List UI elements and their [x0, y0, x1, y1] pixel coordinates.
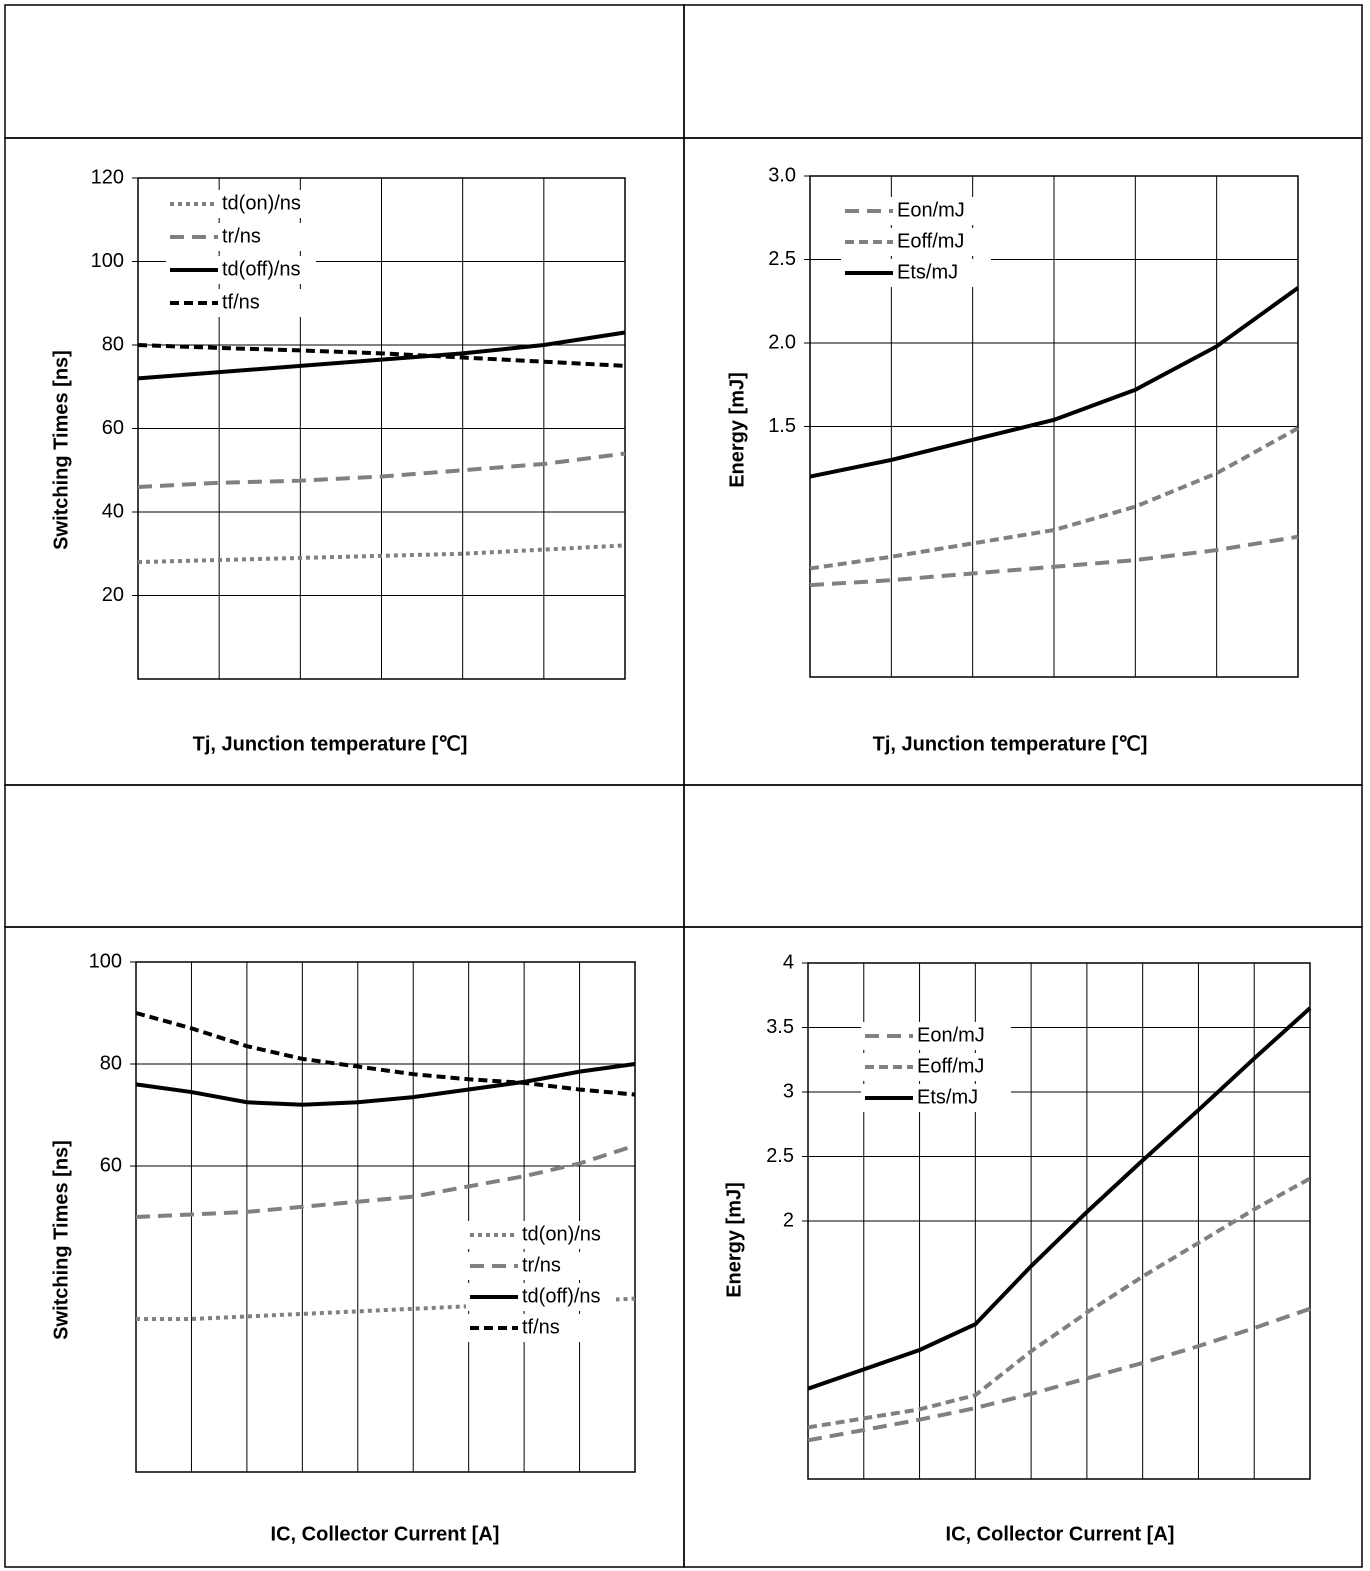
legend-label: tr/ns — [522, 1254, 561, 1276]
legend-label: tf/ns — [222, 291, 260, 313]
y-axis-label: Switching Times [ns] — [50, 1140, 72, 1340]
y-axis-label: Energy [mJ] — [726, 372, 748, 488]
x-axis-label: Tj, Junction temperature [℃] — [873, 733, 1148, 755]
y-tick-label: 2 — [783, 1209, 794, 1231]
x-axis-label: Tj, Junction temperature [℃] — [193, 733, 468, 755]
y-axis-label: Energy [mJ] — [723, 1182, 745, 1298]
y-tick-label: 4 — [783, 951, 794, 973]
legend-label: td(off)/ns — [222, 258, 301, 280]
y-tick-label: 2.5 — [768, 248, 796, 270]
y-tick-label: 3 — [783, 1080, 794, 1102]
legend-label: td(off)/ns — [522, 1285, 601, 1307]
y-tick-label: 3.0 — [768, 164, 796, 186]
x-axis-label: IC, Collector Current [A] — [946, 1523, 1175, 1545]
legend-label: td(on)/ns — [222, 192, 301, 214]
y-tick-label: 120 — [91, 166, 124, 188]
legend-label: Eon/mJ — [897, 199, 965, 221]
y-tick-label: 100 — [89, 950, 122, 972]
table-cell — [684, 5, 1362, 138]
y-tick-label: 20 — [102, 584, 124, 606]
y-tick-label: 40 — [102, 500, 124, 522]
legend-label: Eon/mJ — [917, 1024, 985, 1046]
x-axis-label: IC, Collector Current [A] — [271, 1523, 500, 1545]
table-cell — [5, 785, 684, 927]
y-tick-label: 80 — [102, 333, 124, 355]
y-tick-label: 100 — [91, 250, 124, 272]
legend-label: tf/ns — [522, 1316, 560, 1338]
y-tick-label: 80 — [100, 1052, 122, 1074]
y-tick-label: 2.5 — [766, 1145, 794, 1167]
table-cell — [684, 785, 1362, 927]
table-cell — [5, 5, 684, 138]
legend-label: td(on)/ns — [522, 1223, 601, 1245]
y-tick-label: 2.0 — [768, 331, 796, 353]
y-tick-label: 60 — [102, 417, 124, 439]
y-tick-label: 1.5 — [768, 415, 796, 437]
legend-label: Eoff/mJ — [897, 230, 964, 252]
y-axis-label: Switching Times [ns] — [50, 350, 72, 550]
plot-area — [136, 962, 635, 1472]
page: 20 40 60 80 100 120 td(on)/ns tr/ns td(off)/ns tf… — [0, 0, 1370, 1571]
y-tick-label: 3.5 — [766, 1016, 794, 1038]
legend-label: Ets/mJ — [897, 261, 958, 283]
legend-label: tr/ns — [222, 225, 261, 247]
legend-label: Eoff/mJ — [917, 1055, 984, 1077]
y-tick-label: 60 — [100, 1154, 122, 1176]
legend-label: Ets/mJ — [917, 1086, 978, 1108]
